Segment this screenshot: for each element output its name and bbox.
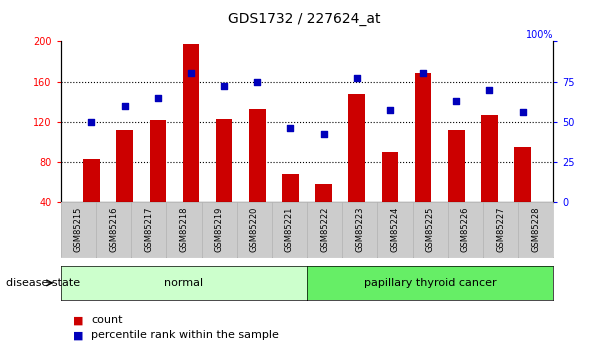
Text: percentile rank within the sample: percentile rank within the sample	[91, 331, 279, 340]
Point	[86, 119, 96, 125]
Text: GSM85224: GSM85224	[390, 207, 399, 252]
Bar	[150, 120, 166, 202]
Point	[120, 103, 130, 108]
Bar	[514, 147, 531, 202]
Point	[485, 87, 494, 92]
Point	[219, 83, 229, 89]
Bar	[116, 130, 133, 202]
Text: GSM85217: GSM85217	[144, 207, 153, 252]
Point	[385, 108, 395, 113]
Text: normal: normal	[164, 278, 204, 288]
Text: papillary thyroid cancer: papillary thyroid cancer	[364, 278, 497, 288]
Point	[352, 76, 362, 81]
Text: GSM85215: GSM85215	[74, 207, 83, 252]
Text: GSM85220: GSM85220	[250, 207, 259, 252]
Text: GSM85225: GSM85225	[426, 207, 435, 252]
Text: disease state: disease state	[6, 278, 80, 288]
Text: GSM85226: GSM85226	[461, 207, 470, 252]
Bar	[415, 73, 432, 202]
Text: 100%: 100%	[526, 30, 553, 40]
Text: GSM85227: GSM85227	[496, 207, 505, 252]
Bar	[382, 152, 398, 202]
Point	[153, 95, 163, 100]
Point	[252, 79, 262, 84]
Text: ■: ■	[73, 331, 83, 340]
Point	[451, 98, 461, 104]
Bar	[182, 45, 199, 202]
Text: GSM85219: GSM85219	[215, 207, 224, 252]
Text: ■: ■	[73, 315, 83, 325]
Point	[418, 71, 428, 76]
Bar	[282, 174, 299, 202]
Bar	[448, 130, 465, 202]
Bar	[216, 119, 232, 202]
Bar	[348, 93, 365, 202]
Text: GSM85218: GSM85218	[179, 207, 188, 252]
Point	[186, 71, 196, 76]
Bar	[249, 109, 266, 202]
Text: count: count	[91, 315, 123, 325]
Text: GSM85216: GSM85216	[109, 207, 118, 252]
Text: GSM85222: GSM85222	[320, 207, 329, 252]
Bar	[83, 159, 100, 202]
Point	[518, 109, 528, 115]
Text: GDS1732 / 227624_at: GDS1732 / 227624_at	[228, 12, 380, 26]
Point	[319, 132, 328, 137]
Bar	[316, 184, 332, 202]
Text: GSM85223: GSM85223	[355, 207, 364, 252]
Bar	[481, 115, 498, 202]
Text: GSM85228: GSM85228	[531, 207, 540, 252]
Text: GSM85221: GSM85221	[285, 207, 294, 252]
Point	[286, 125, 295, 131]
